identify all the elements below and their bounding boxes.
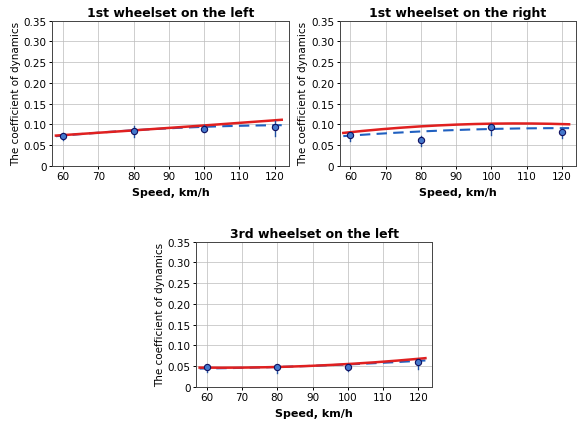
- Y-axis label: The coefficient of dynamics: The coefficient of dynamics: [299, 22, 308, 166]
- Title: 1st wheelset on the left: 1st wheelset on the left: [87, 7, 254, 20]
- X-axis label: Speed, km/h: Speed, km/h: [275, 408, 353, 418]
- Y-axis label: The coefficient of dynamics: The coefficient of dynamics: [11, 22, 21, 166]
- X-axis label: Speed, km/h: Speed, km/h: [419, 187, 497, 197]
- Title: 1st wheelset on the right: 1st wheelset on the right: [370, 7, 546, 20]
- Title: 3rd wheelset on the left: 3rd wheelset on the left: [230, 228, 399, 241]
- X-axis label: Speed, km/h: Speed, km/h: [132, 187, 210, 197]
- Y-axis label: The coefficient of dynamics: The coefficient of dynamics: [155, 243, 165, 387]
